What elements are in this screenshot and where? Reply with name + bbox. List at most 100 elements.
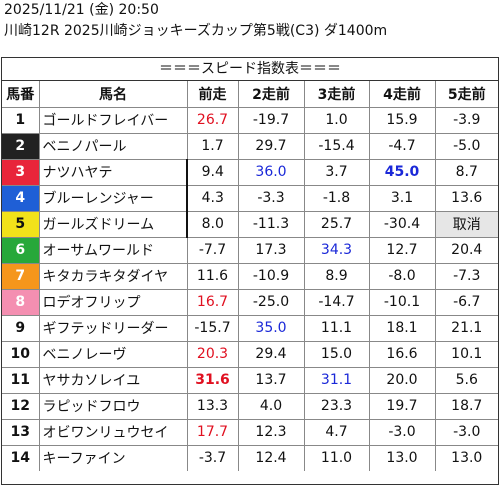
speed-value: 10.1 — [434, 340, 498, 368]
horse-name: キタカラキタダイヤ — [38, 262, 188, 290]
horse-number: 1 — [2, 106, 40, 134]
horse-name: キーファイン — [38, 444, 188, 471]
speed-value: 4.3 — [186, 184, 239, 212]
col-header-4th: 4走前 — [368, 81, 436, 108]
horse-number: 7 — [2, 262, 40, 290]
speed-value: -7.7 — [186, 236, 239, 264]
speed-value: 1.0 — [303, 106, 370, 134]
speed-value: 17.3 — [237, 236, 305, 264]
speed-value: 11.6 — [186, 262, 239, 290]
speed-value: 29.7 — [237, 132, 305, 160]
speed-value: 17.7 — [186, 418, 239, 446]
speed-value: -3.9 — [434, 106, 498, 134]
horse-name: ギフテッドリーダー — [38, 314, 188, 342]
col-header-last: 前走 — [186, 81, 239, 108]
col-header-name: 馬名 — [38, 81, 188, 108]
table-row: 11 ヤサカソレイユ 31.6 13.7 31.1 20.0 5.6 — [2, 366, 498, 394]
header-row: 馬番 馬名 前走 2走前 3走前 4走前 5走前 — [2, 81, 498, 108]
horse-number: 13 — [2, 418, 40, 446]
speed-value: -10.1 — [368, 288, 436, 316]
table-row: 13 オビワンリュウセイ 17.7 12.3 4.7 -3.0 -3.0 — [2, 418, 498, 446]
horse-number: 11 — [2, 366, 40, 394]
speed-value: -6.7 — [434, 288, 498, 316]
table-row: 10 ベニノレーヴ 20.3 29.4 15.0 16.6 10.1 — [2, 340, 498, 368]
speed-value: 31.1 — [303, 366, 370, 394]
horse-name: ブルーレンジャー — [38, 184, 188, 212]
speed-value: -5.0 — [434, 132, 498, 160]
horse-number: 10 — [2, 340, 40, 368]
horse-number: 3 — [2, 158, 40, 186]
speed-value: 4.0 — [237, 392, 305, 420]
table-row: 5 ガールズドリーム 8.0 -11.3 25.7 -30.4 取消 — [2, 210, 498, 238]
speed-value: 31.6 — [186, 366, 239, 394]
speed-value: 20.0 — [368, 366, 436, 394]
horse-name: ナツハヤテ — [38, 158, 188, 186]
horse-number: 9 — [2, 314, 40, 342]
col-header-2nd: 2走前 — [237, 81, 305, 108]
speed-value: 15.0 — [303, 340, 370, 368]
speed-value: 1.7 — [186, 132, 239, 160]
speed-value: 13.0 — [368, 444, 436, 471]
speed-value: 18.7 — [434, 392, 498, 420]
speed-value: -7.3 — [434, 262, 498, 290]
speed-value: 13.3 — [186, 392, 239, 420]
horse-number: 5 — [2, 210, 40, 238]
speed-value: 45.0 — [368, 158, 436, 186]
speed-value: 3.1 — [368, 184, 436, 212]
horse-number: 2 — [2, 132, 40, 160]
table-title: ＝＝＝スピード指数表＝＝＝ — [2, 58, 498, 81]
speed-value: 15.9 — [368, 106, 436, 134]
speed-index-panel: ＝＝＝スピード指数表＝＝＝ 馬番 馬名 前走 2走前 3走前 4走前 5走前 1… — [1, 57, 499, 485]
speed-value: 11.1 — [303, 314, 370, 342]
speed-value: 13.6 — [434, 184, 498, 212]
speed-value: 5.6 — [434, 366, 498, 394]
table-row: 7 キタカラキタダイヤ 11.6 -10.9 8.9 -8.0 -7.3 — [2, 262, 498, 290]
speed-value: -25.0 — [237, 288, 305, 316]
speed-value: 25.7 — [303, 210, 370, 238]
horse-name: ベニノレーヴ — [38, 340, 188, 368]
horse-number: 6 — [2, 236, 40, 264]
speed-value: 36.0 — [237, 158, 305, 186]
horse-name: ラピッドフロウ — [38, 392, 188, 420]
speed-value: -15.7 — [186, 314, 239, 342]
race-datetime: 2025/11/21 (金) 20:50 — [4, 2, 159, 18]
speed-value: -8.0 — [368, 262, 436, 290]
speed-value: 9.4 — [186, 158, 239, 186]
table-row: 3 ナツハヤテ 9.4 36.0 3.7 45.0 8.7 — [2, 158, 498, 186]
speed-value: -19.7 — [237, 106, 305, 134]
speed-value: 21.1 — [434, 314, 498, 342]
speed-value: 19.7 — [368, 392, 436, 420]
table-row: 1 ゴールドフレイバー 26.7 -19.7 1.0 15.9 -3.9 — [2, 106, 498, 134]
col-header-5th: 5走前 — [434, 81, 498, 108]
speed-value: -10.9 — [237, 262, 305, 290]
table-row: 9 ギフテッドリーダー -15.7 35.0 11.1 18.1 21.1 — [2, 314, 498, 342]
horse-number: 8 — [2, 288, 40, 316]
speed-value: -3.0 — [434, 418, 498, 446]
speed-value: 29.4 — [237, 340, 305, 368]
horse-name: ベニノパール — [38, 132, 188, 160]
speed-value: 16.7 — [186, 288, 239, 316]
speed-value: -15.4 — [303, 132, 370, 160]
speed-value: -3.3 — [237, 184, 305, 212]
table-row: 12 ラピッドフロウ 13.3 4.0 23.3 19.7 18.7 — [2, 392, 498, 420]
horse-name: ヤサカソレイユ — [38, 366, 188, 394]
speed-value: -14.7 — [303, 288, 370, 316]
speed-value: 4.7 — [303, 418, 370, 446]
speed-value: 13.0 — [434, 444, 498, 471]
speed-value: 34.3 — [303, 236, 370, 264]
horse-name: オビワンリュウセイ — [38, 418, 188, 446]
horse-name: ガールズドリーム — [38, 210, 188, 238]
speed-value: 12.3 — [237, 418, 305, 446]
speed-value: 23.3 — [303, 392, 370, 420]
speed-value: 35.0 — [237, 314, 305, 342]
speed-value: 3.7 — [303, 158, 370, 186]
table-row: 14 キーファイン -3.7 12.4 11.0 13.0 13.0 — [2, 444, 498, 471]
speed-value: 8.0 — [186, 210, 239, 238]
speed-value: -1.8 — [303, 184, 370, 212]
speed-value: 取消 — [434, 210, 498, 238]
table-row: 8 ロデオフリップ 16.7 -25.0 -14.7 -10.1 -6.7 — [2, 288, 498, 316]
horse-number: 12 — [2, 392, 40, 420]
horse-name: ロデオフリップ — [38, 288, 188, 316]
table-row: 2 ベニノパール 1.7 29.7 -15.4 -4.7 -5.0 — [2, 132, 498, 160]
speed-value: 12.4 — [237, 444, 305, 471]
